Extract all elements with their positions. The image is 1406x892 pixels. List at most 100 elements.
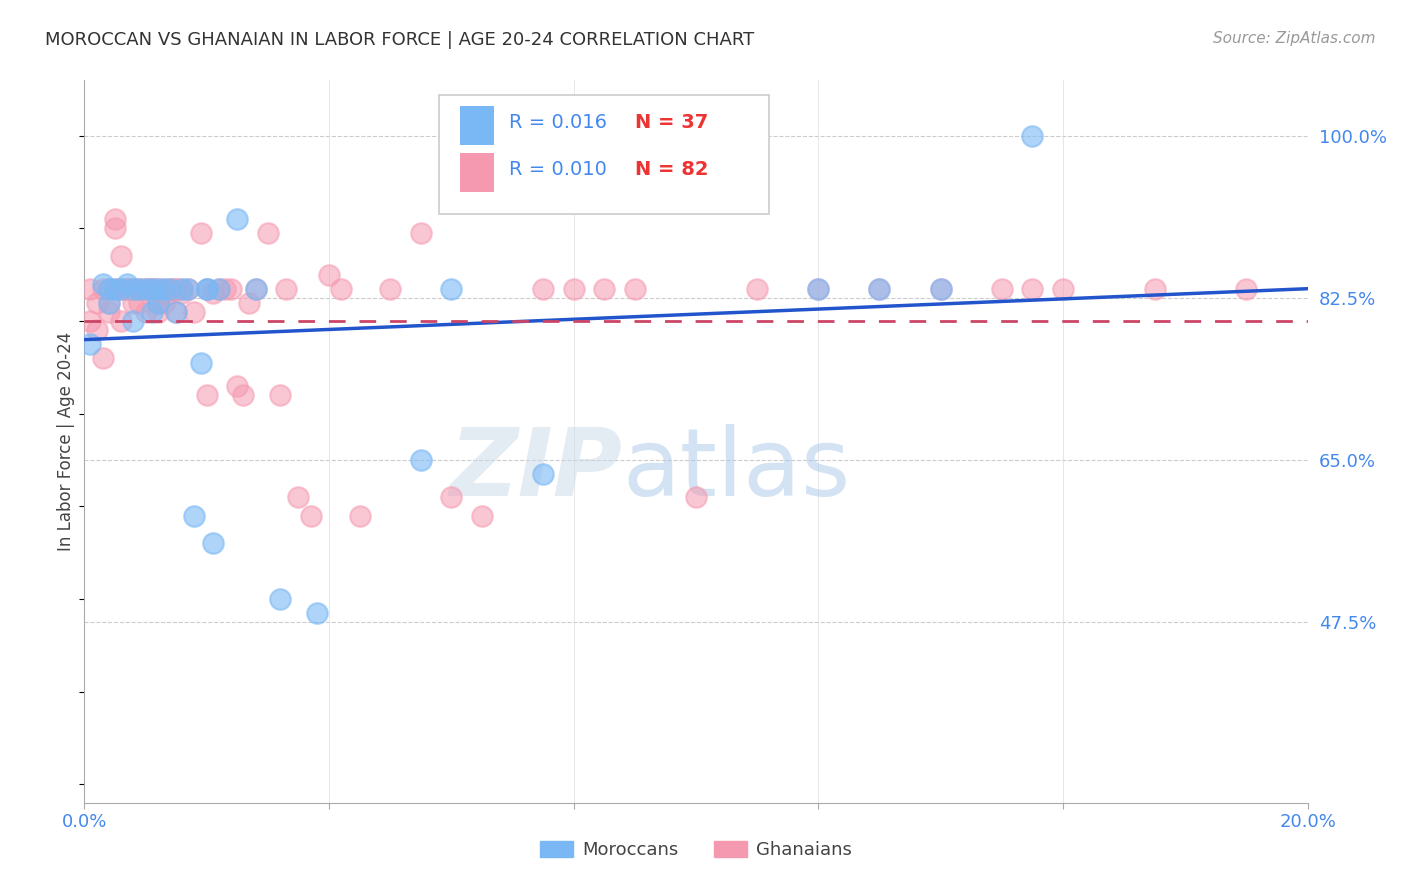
Point — [593, 282, 616, 296]
Point — [97, 282, 120, 296]
Point — [238, 295, 260, 310]
Point — [141, 282, 163, 296]
Point — [153, 286, 176, 301]
Point — [195, 282, 218, 296]
Point — [79, 337, 101, 351]
Point — [257, 226, 280, 240]
Point — [91, 282, 114, 296]
Point — [141, 282, 163, 296]
Point — [141, 305, 163, 319]
Point — [146, 282, 169, 296]
Point — [110, 282, 132, 296]
Point — [165, 305, 187, 319]
Point — [685, 490, 707, 504]
Point — [219, 282, 242, 296]
Point — [141, 282, 163, 296]
Point — [110, 314, 132, 328]
Point — [201, 286, 224, 301]
Point — [276, 282, 298, 296]
Point — [531, 282, 554, 296]
Point — [86, 323, 108, 337]
Text: N = 82: N = 82 — [636, 160, 709, 178]
Point — [146, 295, 169, 310]
Point — [245, 282, 267, 296]
Point — [153, 295, 176, 310]
Point — [115, 277, 138, 291]
Point — [104, 212, 127, 227]
FancyBboxPatch shape — [460, 153, 494, 193]
Point — [208, 282, 231, 296]
Point — [287, 490, 309, 504]
Point — [122, 282, 145, 296]
Point — [214, 282, 236, 296]
Point — [141, 282, 163, 296]
Point — [135, 282, 157, 296]
Point — [172, 282, 194, 296]
Point — [153, 282, 176, 296]
Point — [440, 490, 463, 504]
Point — [190, 356, 212, 370]
Point — [165, 305, 187, 319]
Text: atlas: atlas — [623, 425, 851, 516]
Text: MOROCCAN VS GHANAIAN IN LABOR FORCE | AGE 20-24 CORRELATION CHART: MOROCCAN VS GHANAIAN IN LABOR FORCE | AG… — [45, 31, 754, 49]
Point — [122, 295, 145, 310]
Text: ZIP: ZIP — [450, 425, 623, 516]
Point — [245, 282, 267, 296]
Point — [135, 282, 157, 296]
Point — [440, 282, 463, 296]
Point — [208, 282, 231, 296]
Point — [562, 282, 585, 296]
Point — [128, 282, 150, 296]
Point — [146, 282, 169, 296]
Point — [115, 282, 138, 296]
Point — [79, 314, 101, 328]
FancyBboxPatch shape — [439, 95, 769, 214]
Point — [747, 282, 769, 296]
Point — [1236, 282, 1258, 296]
Point — [183, 305, 205, 319]
Point — [104, 221, 127, 235]
Point — [226, 379, 249, 393]
Point — [159, 282, 181, 296]
Point — [165, 282, 187, 296]
Point — [624, 282, 647, 296]
Point — [409, 453, 432, 467]
Point — [91, 277, 114, 291]
Point — [146, 305, 169, 319]
Point — [146, 295, 169, 310]
Point — [1143, 282, 1166, 296]
Point — [190, 226, 212, 240]
Point — [269, 592, 291, 607]
Point — [91, 351, 114, 366]
Point — [869, 282, 891, 296]
Point — [299, 508, 322, 523]
Point — [177, 282, 200, 296]
Point — [86, 295, 108, 310]
Point — [183, 508, 205, 523]
Text: R = 0.016: R = 0.016 — [509, 112, 607, 132]
Point — [1021, 128, 1043, 143]
Point — [807, 282, 830, 296]
Point — [135, 282, 157, 296]
Point — [122, 314, 145, 328]
Point — [232, 388, 254, 402]
Point — [172, 282, 194, 296]
Point — [104, 282, 127, 296]
Point — [349, 508, 371, 523]
Point — [115, 282, 138, 296]
Point — [172, 286, 194, 301]
Point — [471, 508, 494, 523]
Point — [159, 282, 181, 296]
Point — [195, 388, 218, 402]
Point — [269, 388, 291, 402]
Point — [153, 282, 176, 296]
Point — [318, 268, 340, 282]
Point — [177, 282, 200, 296]
Point — [159, 282, 181, 296]
Point — [97, 295, 120, 310]
Text: R = 0.010: R = 0.010 — [509, 160, 607, 178]
Point — [115, 282, 138, 296]
Point — [110, 282, 132, 296]
Point — [226, 212, 249, 227]
Point — [128, 282, 150, 296]
